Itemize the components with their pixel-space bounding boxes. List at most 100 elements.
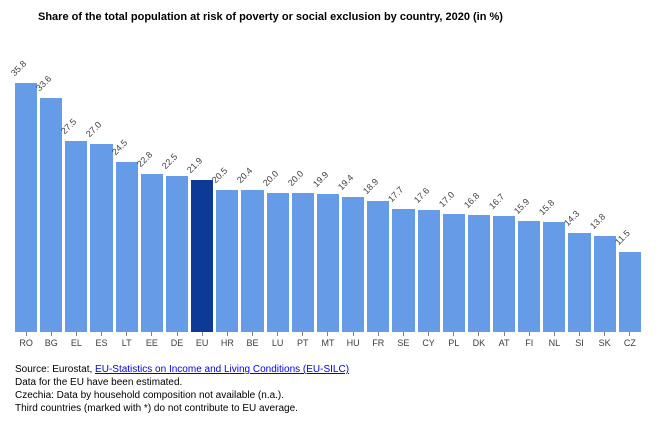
x-axis-label-FI: FI — [525, 338, 534, 348]
bar-column-AT: 16.7 AT — [487, 82, 516, 348]
x-axis-label-BG: BG — [44, 338, 58, 348]
x-axis-label-FR: FR — [372, 338, 385, 348]
x-axis-label-SI: SI — [575, 338, 584, 348]
x-axis-label-EU: EU — [195, 338, 209, 348]
bar-value-label: 20.0 — [285, 168, 306, 188]
bar-value-label: 19.9 — [310, 169, 331, 189]
bar-HU — [342, 197, 365, 332]
bar-value-label: 17.6 — [411, 185, 431, 205]
bar-value-label: 24.5 — [109, 137, 130, 157]
bar-BE — [241, 190, 264, 332]
bar-column-LU: 20.0 LU — [260, 82, 289, 348]
bar-column-MT: 19.9 MT — [311, 82, 340, 348]
source-prefix: Source: Eurostat, — [15, 364, 96, 375]
x-axis-label-SK: SK — [598, 338, 611, 348]
source-link[interactable]: EU-Statistics on Income and Living Condi… — [95, 364, 350, 375]
footnote-eu-estimated: Data for the EU have been estimated. — [15, 377, 183, 388]
bar-area: 11.5 — [613, 82, 641, 332]
axis-tick — [478, 332, 480, 336]
footnote-third-countries: Third countries (marked with *) do not c… — [15, 403, 298, 414]
x-axis-label-AT: AT — [498, 338, 510, 348]
axis-tick — [453, 332, 455, 336]
bar-column-EL: 27.5 EL — [59, 82, 88, 348]
x-axis-label-EL: EL — [70, 338, 82, 348]
x-axis-label-ES: ES — [95, 338, 108, 348]
bar-column-FI: 15.9 FI — [512, 82, 541, 348]
axis-tick — [101, 332, 103, 336]
bar-column-DE: 22.5 DE — [160, 82, 189, 348]
bar-column-EU: 21.9 EU — [185, 82, 214, 348]
x-axis-label-SE: SE — [397, 338, 410, 348]
bar-area: 27.5 — [59, 82, 88, 332]
bar-area: 14.3 — [562, 82, 591, 332]
bar-area: 16.7 — [487, 82, 516, 332]
bar-LU — [266, 193, 289, 332]
footnote-czechia: Czechia: Data by household composition n… — [15, 390, 285, 401]
axis-tick — [428, 332, 430, 336]
x-axis-label-LU: LU — [271, 338, 284, 348]
x-axis-label-HU: HU — [346, 338, 360, 348]
bar-value-label: 13.8 — [587, 211, 607, 231]
x-axis-label-CY: CY — [422, 338, 435, 348]
bar-column-PT: 20.0 PT — [286, 82, 314, 348]
bar-column-SK: 13.8 SK — [588, 82, 616, 348]
bar-CY — [417, 210, 440, 332]
bar-value-label: 27.0 — [84, 119, 104, 139]
axis-tick — [251, 332, 253, 336]
axis-tick — [629, 332, 631, 336]
bar-column-HR: 20.5 HR — [210, 82, 239, 348]
bar-SK — [593, 236, 616, 332]
bar-RO — [15, 83, 38, 332]
bar-area: 15.8 — [537, 82, 566, 332]
bar-column-RO: 35.8 RO — [9, 59, 38, 348]
bar-value-label: 17.7 — [386, 184, 406, 204]
bar-value-label: 15.8 — [537, 197, 557, 217]
bar-area: 19.4 — [336, 82, 365, 332]
x-axis-label-HR: HR — [220, 338, 234, 348]
bar-NL — [543, 222, 566, 332]
x-axis-label-CZ: CZ — [623, 338, 636, 348]
bar-column-NL: 15.8 NL — [537, 82, 566, 348]
bar-column-BG: 33.6 BG — [34, 74, 63, 348]
bar-value-label: 22.5 — [159, 151, 180, 171]
axis-tick — [553, 332, 555, 336]
bar-area: 22.8 — [135, 82, 163, 332]
x-axis-label-MT: MT — [321, 338, 335, 348]
axis-tick — [151, 332, 153, 336]
bar-area: 20.4 — [235, 82, 264, 332]
axis-tick — [377, 332, 379, 336]
bar-EL — [65, 141, 88, 332]
bar-area: 16.8 — [462, 82, 490, 332]
bar-value-label: 17.0 — [436, 189, 457, 209]
footnotes: Source: Eurostat, EU-Statistics on Incom… — [15, 363, 349, 415]
bar-FI — [518, 221, 541, 332]
bar-chart: 35.8 RO 33.6 BG 27.5 EL 27.0 ES 24.5 LT 22.8 EE 22.5… — [9, 59, 641, 348]
bar-EE — [140, 174, 163, 332]
x-axis-label-RO: RO — [19, 338, 33, 348]
chart-title: Share of the total population at risk of… — [38, 11, 503, 23]
bar-value-label: 14.3 — [562, 208, 582, 228]
axis-tick — [352, 332, 354, 336]
bar-area: 35.8 — [9, 59, 38, 332]
axis-tick — [277, 332, 279, 336]
bar-column-HU: 19.4 HU — [336, 82, 365, 348]
bar-area: 19.9 — [311, 82, 340, 332]
bar-value-label: 15.9 — [512, 196, 532, 216]
bar-CZ — [618, 252, 641, 332]
source-line: Source: Eurostat, EU-Statistics on Incom… — [15, 363, 349, 376]
bar-column-SE: 17.7 SE — [386, 82, 415, 348]
axis-tick — [579, 332, 581, 336]
bar-value-label: 16.7 — [486, 191, 507, 211]
bar-area: 15.9 — [512, 82, 541, 332]
bar-column-FR: 18.9 FR — [361, 82, 390, 348]
bar-value-label: 16.8 — [461, 190, 482, 210]
bar-MT — [316, 194, 340, 332]
axis-tick — [176, 332, 178, 336]
bar-EU — [191, 180, 214, 332]
bar-area: 20.0 — [260, 82, 289, 332]
bar-column-DK: 16.8 DK — [462, 82, 490, 348]
bar-area: 18.9 — [361, 82, 390, 332]
axis-tick — [226, 332, 228, 336]
bar-column-BE: 20.4 BE — [235, 82, 264, 348]
